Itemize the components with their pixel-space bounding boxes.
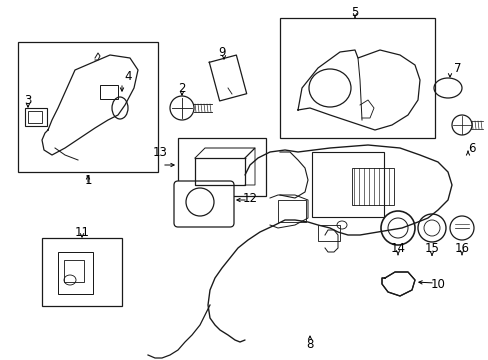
Text: 10: 10 <box>429 279 445 292</box>
Polygon shape <box>381 272 414 296</box>
Bar <box>317 225 339 241</box>
Bar <box>18 42 158 172</box>
Text: 1: 1 <box>84 174 92 186</box>
Bar <box>28 111 42 123</box>
Bar <box>64 260 84 282</box>
Text: 5: 5 <box>350 5 358 18</box>
Text: 8: 8 <box>305 338 313 351</box>
Text: 14: 14 <box>390 242 405 255</box>
Text: 13: 13 <box>152 145 167 158</box>
Bar <box>311 152 383 217</box>
Bar <box>351 168 393 205</box>
Bar <box>280 18 434 138</box>
Text: 6: 6 <box>468 141 475 154</box>
Text: 7: 7 <box>453 62 461 75</box>
Bar <box>278 200 305 222</box>
FancyBboxPatch shape <box>174 181 234 227</box>
Text: 11: 11 <box>74 225 89 238</box>
Bar <box>100 85 118 99</box>
Text: 9: 9 <box>218 45 225 58</box>
Text: 3: 3 <box>24 94 32 107</box>
Bar <box>25 108 47 126</box>
Bar <box>58 252 93 294</box>
Bar <box>42 238 122 306</box>
Text: 16: 16 <box>453 242 468 255</box>
Text: 2: 2 <box>178 81 185 94</box>
Text: 15: 15 <box>424 242 439 255</box>
Text: 12: 12 <box>242 192 257 204</box>
Bar <box>178 138 265 196</box>
Text: 4: 4 <box>124 69 131 82</box>
